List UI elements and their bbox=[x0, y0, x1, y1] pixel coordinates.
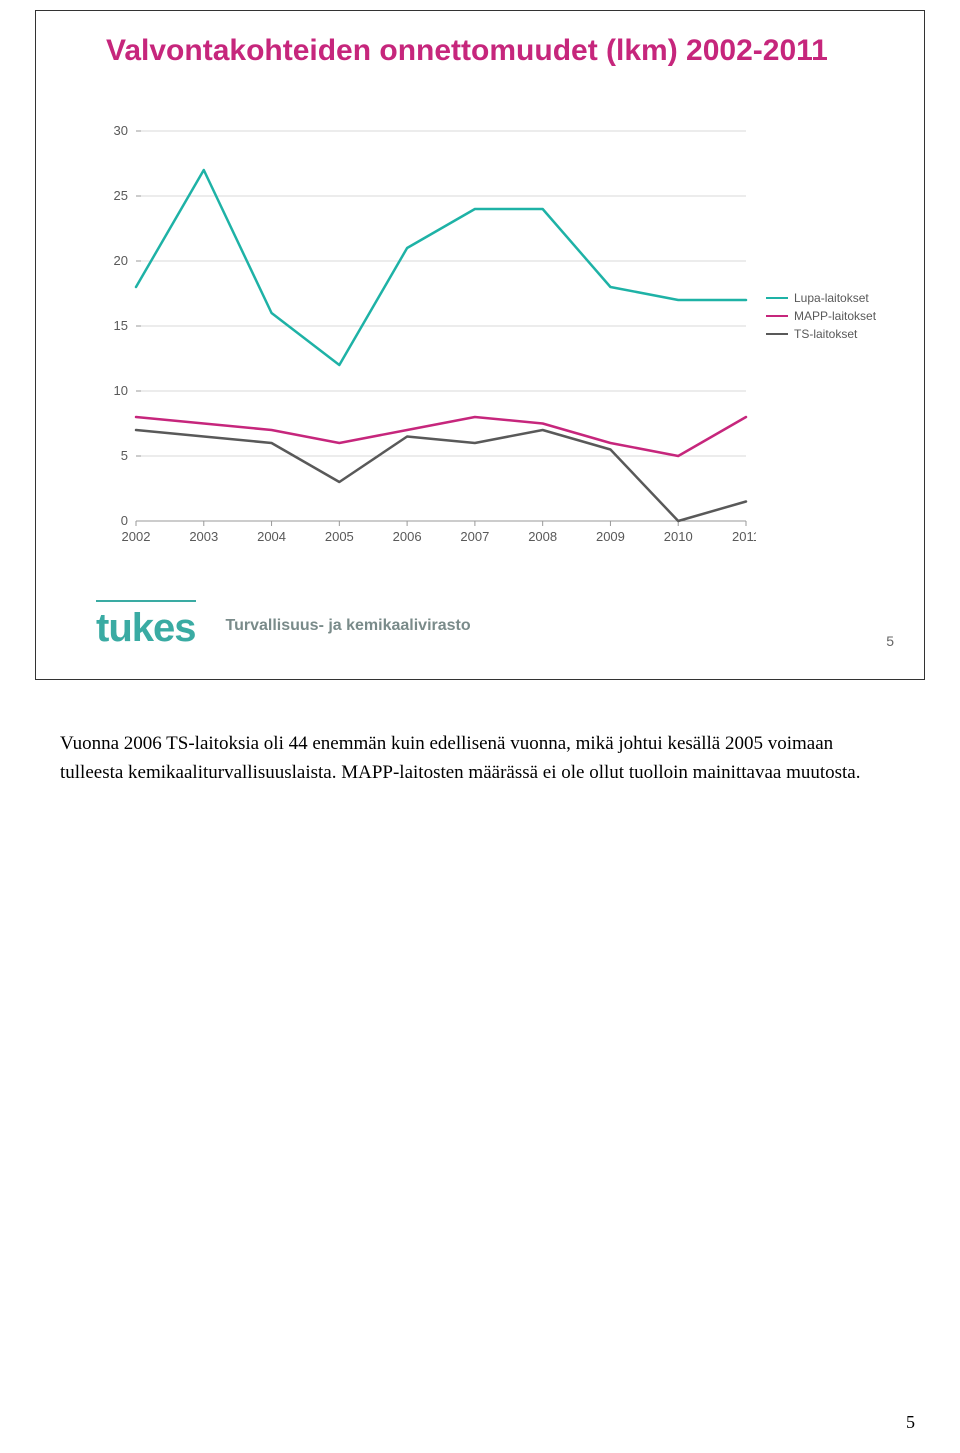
legend-swatch bbox=[766, 315, 788, 317]
legend-label: MAPP-laitokset bbox=[794, 309, 876, 323]
svg-text:2006: 2006 bbox=[393, 529, 422, 544]
svg-text:2005: 2005 bbox=[325, 529, 354, 544]
legend-item: TS-laitokset bbox=[766, 327, 876, 341]
svg-text:2010: 2010 bbox=[664, 529, 693, 544]
brand-logo: tukes bbox=[96, 600, 196, 651]
svg-text:5: 5 bbox=[121, 448, 128, 463]
page-number: 5 bbox=[906, 1412, 915, 1433]
legend-swatch bbox=[766, 297, 788, 299]
svg-text:2003: 2003 bbox=[189, 529, 218, 544]
chart-title: Valvontakohteiden onnettomuudet (lkm) 20… bbox=[106, 33, 828, 69]
svg-text:2008: 2008 bbox=[528, 529, 557, 544]
chart-legend: Lupa-laitokset MAPP-laitokset TS-laitoks… bbox=[766, 291, 876, 345]
legend-label: Lupa-laitokset bbox=[794, 291, 869, 305]
svg-text:15: 15 bbox=[114, 318, 128, 333]
slide-frame: Valvontakohteiden onnettomuudet (lkm) 20… bbox=[35, 10, 925, 680]
slide-footer: tukes Turvallisuus- ja kemikaalivirasto bbox=[96, 600, 471, 651]
legend-item: Lupa-laitokset bbox=[766, 291, 876, 305]
line-chart-svg: 0 5 10 15 20 25 30 2002 2003 2004 2005 2006 2007 200… bbox=[96, 121, 756, 551]
svg-text:2009: 2009 bbox=[596, 529, 625, 544]
brand-subtitle: Turvallisuus- ja kemikaalivirasto bbox=[226, 617, 471, 635]
svg-text:2007: 2007 bbox=[460, 529, 489, 544]
slide-number: 5 bbox=[886, 633, 894, 649]
svg-text:20: 20 bbox=[114, 253, 128, 268]
svg-text:30: 30 bbox=[114, 123, 128, 138]
svg-text:2011: 2011 bbox=[732, 529, 756, 544]
legend-item: MAPP-laitokset bbox=[766, 309, 876, 323]
svg-text:0: 0 bbox=[121, 513, 128, 528]
body-paragraph: Vuonna 2006 TS-laitoksia oli 44 enemmän … bbox=[60, 730, 890, 787]
svg-text:10: 10 bbox=[114, 383, 128, 398]
svg-text:2002: 2002 bbox=[122, 529, 151, 544]
svg-text:2004: 2004 bbox=[257, 529, 286, 544]
svg-text:25: 25 bbox=[114, 188, 128, 203]
legend-swatch bbox=[766, 333, 788, 335]
chart-plot-area: 0 5 10 15 20 25 30 2002 2003 2004 2005 2006 2007 200… bbox=[96, 121, 756, 551]
legend-label: TS-laitokset bbox=[794, 327, 857, 341]
